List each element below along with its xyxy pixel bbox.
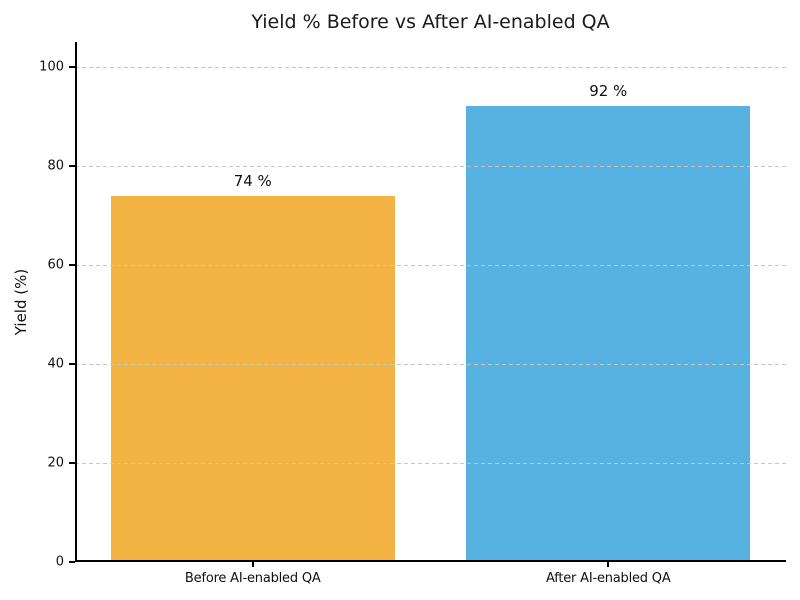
bar-value-label: 92 %: [589, 82, 628, 101]
y-tick-mark: [69, 65, 75, 68]
y-tick-label: 100: [39, 59, 64, 75]
x-tick-mark: [607, 562, 610, 567]
y-tick-mark: [69, 164, 75, 167]
gridline: [75, 66, 786, 68]
gridline: [75, 462, 786, 464]
y-tick-label: 20: [47, 455, 64, 471]
gridline: [75, 264, 786, 266]
y-tick-label: 60: [47, 257, 64, 273]
plot-area: 0 20 40 60 80 100 74 % Before AI-enabled QA 92 %…: [39, 42, 786, 586]
x-tick-mark: [251, 562, 254, 567]
y-tick-label: 40: [47, 356, 64, 372]
bar: [466, 106, 751, 562]
x-tick-label: After AI-enabled QA: [545, 571, 671, 586]
bar: [110, 195, 395, 562]
gridline: [75, 165, 786, 167]
y-tick-mark: [69, 561, 75, 563]
y-tick-mark: [69, 461, 75, 464]
y-tick-label: 0: [55, 554, 64, 570]
y-axis-label: Yield (%): [12, 268, 30, 336]
x-axis-spine: [75, 560, 786, 562]
gridline: [75, 363, 786, 365]
chart-title: Yield % Before vs After AI-enabled QA: [251, 11, 610, 33]
y-axis-spine: [75, 42, 77, 562]
y-tick-mark: [69, 362, 75, 365]
x-tick-label: Before AI-enabled QA: [184, 571, 321, 586]
y-tick-mark: [69, 263, 75, 266]
y-tick-label: 80: [47, 158, 64, 174]
bar-value-label: 74 %: [233, 171, 272, 190]
